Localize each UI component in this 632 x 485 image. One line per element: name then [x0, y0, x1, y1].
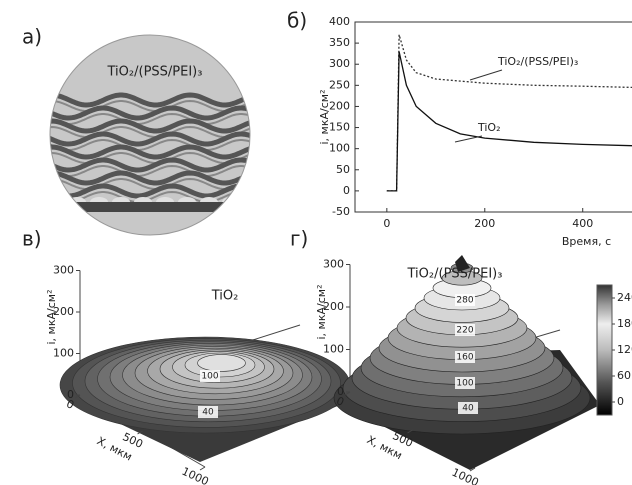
- schematic-label: TiO₂/(PSS/PEI)₃: [107, 65, 203, 80]
- contour-label: 280: [456, 296, 473, 306]
- colorbar-tick-label: 120: [617, 343, 632, 356]
- y-tick-label: 150: [329, 121, 350, 134]
- bottom: [40, 212, 260, 242]
- contour-label: 220: [456, 326, 473, 336]
- contour-label: 40: [202, 408, 214, 418]
- x-tick-label: 200: [474, 217, 495, 230]
- panel-letter: в): [22, 227, 42, 251]
- y-tick-label: 100: [329, 142, 350, 155]
- panel-letter: г): [290, 227, 308, 251]
- contour-label: 160: [456, 353, 473, 363]
- figure: а) TiO₂/(PSS/PEI)₃ б) -50 0 50 100 150 200 250 3…: [0, 0, 632, 485]
- contour-label: 40: [462, 404, 474, 414]
- y-axis-label: i, мкА/см²: [318, 90, 331, 145]
- y-tick-label: 0: [343, 184, 350, 197]
- bump: [46, 197, 64, 207]
- x-axis-label: Время, с: [562, 235, 611, 248]
- surface-title: TiO₂/(PSS/PEI)₃: [407, 267, 503, 282]
- colorbar-tick-label: 60: [617, 369, 631, 382]
- panel-letter: б): [287, 9, 307, 33]
- z-axis-label: i, мкА/см²: [45, 290, 58, 345]
- series-annotation: TiO₂: [477, 121, 501, 134]
- colorbar-tick-label: 240: [617, 291, 632, 304]
- surface-title: TiO₂: [211, 289, 239, 304]
- y-tick-label: 200: [329, 99, 350, 112]
- y-tick-label: 300: [329, 57, 350, 70]
- x-tick-label: 400: [572, 217, 593, 230]
- z-tick-label: 100: [53, 347, 74, 360]
- surface-band: [198, 355, 246, 372]
- series-annotation: TiO₂/(PSS/PEI)₃: [497, 55, 578, 68]
- colorbar-tick-label: 180: [617, 317, 632, 330]
- z-tick-label: 300: [53, 264, 74, 277]
- x-tick-label: 1000: [180, 465, 211, 485]
- z-axis-label: i, мкА/см²: [315, 285, 328, 340]
- annotation-arrow: [455, 136, 482, 142]
- z-tick-label: 300: [323, 258, 344, 271]
- y-tick-label: 250: [329, 78, 350, 91]
- colorbar: [597, 285, 612, 415]
- y-tick-label: 50: [336, 163, 350, 176]
- contour-label: 100: [201, 372, 218, 382]
- x-tick-label: 1000: [450, 466, 481, 485]
- substrate: [40, 202, 260, 212]
- x-tick: [200, 467, 205, 470]
- z-tick-label: 100: [323, 343, 344, 356]
- contour-label: 100: [456, 379, 473, 389]
- y-tick-label: 350: [329, 36, 350, 49]
- data-line: [387, 52, 632, 191]
- y-tick-label: 400: [329, 15, 350, 28]
- colorbar-tick-label: 0: [617, 395, 624, 408]
- y-tick-label: -50: [332, 205, 350, 218]
- x-tick-label: 0: [383, 217, 390, 230]
- annotation-arrow: [470, 70, 502, 80]
- panel-letter: а): [22, 25, 42, 49]
